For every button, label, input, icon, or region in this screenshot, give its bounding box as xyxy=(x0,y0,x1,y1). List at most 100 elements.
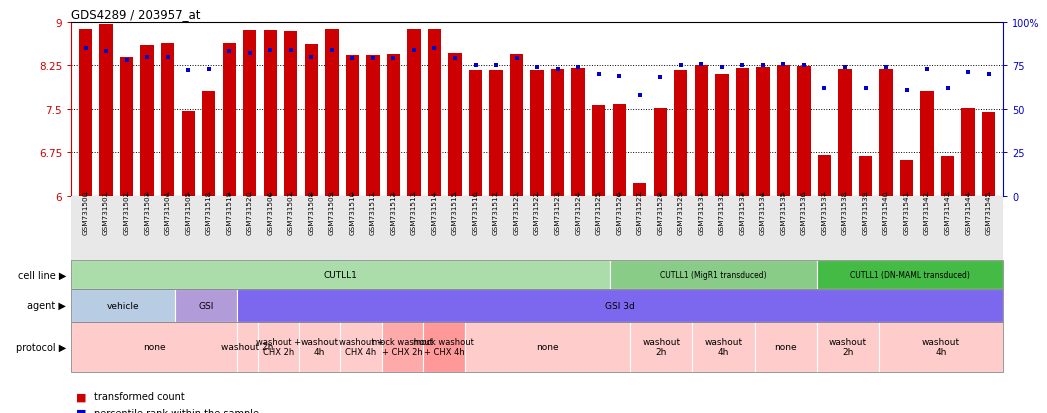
Bar xyxy=(920,92,934,196)
Bar xyxy=(551,70,564,196)
Bar xyxy=(572,69,585,196)
Text: CUTLL1 (DN-MAML transduced): CUTLL1 (DN-MAML transduced) xyxy=(850,270,970,279)
Point xyxy=(221,49,238,55)
Point xyxy=(672,63,689,69)
Text: GSI: GSI xyxy=(198,301,214,310)
Bar xyxy=(736,69,749,196)
Bar xyxy=(366,56,380,196)
Point xyxy=(591,71,607,78)
Bar xyxy=(428,30,441,196)
Bar xyxy=(326,30,338,196)
Bar xyxy=(181,112,195,196)
Bar xyxy=(941,157,954,196)
Bar xyxy=(653,108,667,196)
Bar xyxy=(592,106,605,196)
Point xyxy=(200,66,217,73)
Point xyxy=(960,70,977,76)
Text: washout
4h: washout 4h xyxy=(300,337,339,356)
Bar xyxy=(120,57,133,196)
Point xyxy=(97,49,114,55)
Bar xyxy=(79,30,92,196)
Text: none: none xyxy=(775,342,797,351)
Point xyxy=(918,66,935,73)
Point xyxy=(508,56,525,62)
Bar xyxy=(982,113,996,196)
Bar xyxy=(756,68,770,196)
Bar xyxy=(346,56,359,196)
Point xyxy=(877,64,894,71)
Point xyxy=(693,61,710,68)
Point xyxy=(837,64,853,71)
Text: washout 2h: washout 2h xyxy=(221,342,273,351)
Text: protocol ▶: protocol ▶ xyxy=(16,342,66,352)
Bar xyxy=(202,92,216,196)
Point xyxy=(447,56,464,62)
Bar xyxy=(818,156,831,196)
Bar xyxy=(694,66,708,196)
Bar xyxy=(674,71,688,196)
Bar xyxy=(71,196,1003,260)
Point xyxy=(180,68,197,75)
Text: cell line ▶: cell line ▶ xyxy=(18,270,66,280)
Text: washout
4h: washout 4h xyxy=(705,337,742,356)
Text: GSI 3d: GSI 3d xyxy=(605,301,634,310)
Bar xyxy=(715,75,729,196)
Point xyxy=(652,75,669,81)
Text: GDS4289 / 203957_at: GDS4289 / 203957_at xyxy=(71,8,201,21)
Text: transformed count: transformed count xyxy=(94,392,185,401)
Point xyxy=(816,85,832,92)
Point xyxy=(283,47,299,54)
Bar xyxy=(284,32,297,196)
Bar xyxy=(264,31,277,196)
Point xyxy=(550,66,566,73)
Point xyxy=(467,63,484,69)
Bar xyxy=(140,46,154,196)
Bar xyxy=(510,55,524,196)
Text: washout
2h: washout 2h xyxy=(642,337,681,356)
Bar xyxy=(407,30,421,196)
Text: none: none xyxy=(142,342,165,351)
Point xyxy=(364,56,381,62)
Text: CUTLL1 (MigR1 transduced): CUTLL1 (MigR1 transduced) xyxy=(660,270,766,279)
Point xyxy=(488,63,505,69)
Point xyxy=(610,73,627,80)
Text: agent ▶: agent ▶ xyxy=(27,301,66,311)
Text: CUTLL1: CUTLL1 xyxy=(324,270,357,279)
Bar xyxy=(777,66,790,196)
Point xyxy=(980,71,997,78)
Text: washout
4h: washout 4h xyxy=(921,337,960,356)
Point xyxy=(570,64,586,71)
Text: percentile rank within the sample: percentile rank within the sample xyxy=(94,408,260,413)
Bar xyxy=(161,43,175,196)
Point xyxy=(139,54,156,61)
Point xyxy=(405,47,422,54)
Bar xyxy=(797,66,810,196)
Point xyxy=(775,61,792,68)
Text: washout +
CHX 2h: washout + CHX 2h xyxy=(255,337,300,356)
Point xyxy=(857,85,874,92)
Bar xyxy=(612,105,626,196)
Bar xyxy=(531,71,543,196)
Point xyxy=(159,54,176,61)
Point xyxy=(303,54,319,61)
Bar xyxy=(99,25,113,196)
Point xyxy=(713,64,730,71)
Bar xyxy=(243,31,257,196)
Point xyxy=(242,51,259,57)
Point xyxy=(426,45,443,52)
Bar xyxy=(386,55,400,196)
Point xyxy=(939,85,956,92)
Point xyxy=(385,56,402,62)
Bar xyxy=(489,71,503,196)
Text: none: none xyxy=(536,342,559,351)
Point xyxy=(755,63,772,69)
Bar xyxy=(961,108,975,196)
Text: mock washout
+ CHX 4h: mock washout + CHX 4h xyxy=(414,337,474,356)
Bar xyxy=(305,45,318,196)
Point xyxy=(529,64,545,71)
Bar xyxy=(859,157,872,196)
Text: mock washout
+ CHX 2h: mock washout + CHX 2h xyxy=(372,337,433,356)
Text: vehicle: vehicle xyxy=(107,301,139,310)
Text: washout +
CHX 4h: washout + CHX 4h xyxy=(338,337,383,356)
Text: ■: ■ xyxy=(76,408,87,413)
